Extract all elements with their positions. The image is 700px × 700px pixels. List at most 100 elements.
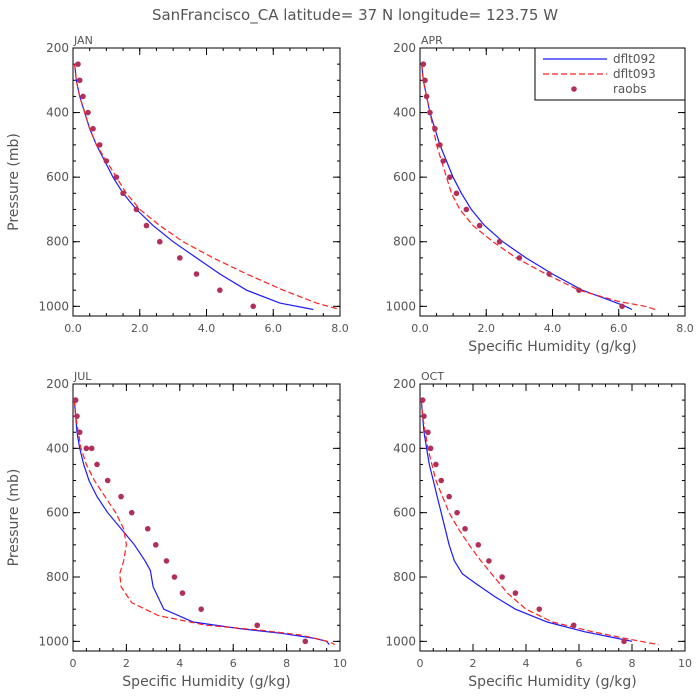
chart-panel-apr: 0.0 2.0 4.0 6.0 8.0 200 400 600 800 1000 APR Specif… [385, 34, 693, 355]
chart-panel-jan: 0.0 2.0 4.0 6.0 8.0 200 400 600 800 1000 JAN Pressu… [6, 34, 349, 335]
y-tick-label: 200 [393, 377, 416, 391]
data-point-raobs [73, 397, 79, 403]
panel-title: JAN [73, 34, 93, 47]
data-point-raobs [128, 509, 135, 516]
data-point-raobs [193, 271, 200, 277]
data-point-raobs [433, 461, 439, 468]
data-point-raobs [546, 271, 552, 277]
panel-title: JUL [73, 370, 92, 383]
legend-marker-raobs [571, 86, 577, 92]
data-point-raobs [144, 525, 151, 532]
y-tick-label: 800 [46, 570, 69, 584]
plot-area [420, 61, 656, 311]
data-point-raobs [499, 574, 505, 580]
y-tick-label: 200 [393, 41, 416, 55]
data-point-raobs [177, 255, 183, 261]
data-point-raobs [163, 558, 170, 564]
y-tick-label: 200 [46, 377, 69, 391]
x-tick-label: 0.0 [411, 322, 429, 335]
data-point-raobs [437, 142, 443, 148]
data-point-raobs [74, 413, 80, 419]
y-tick-label: 1000 [38, 634, 69, 648]
y-tick-label: 200 [46, 41, 69, 55]
y-tick-label: 1000 [38, 299, 69, 313]
series-line-dflt092 [73, 400, 330, 645]
data-point-raobs [85, 109, 91, 116]
chart-panel-jul: 0 2 4 6 8 10 200 400 600 800 1000 JUL Specific Humid… [6, 370, 347, 690]
y-tick-label: 800 [393, 570, 416, 584]
y-tick-label: 400 [46, 106, 69, 120]
legend-box [534, 47, 686, 101]
data-point-raobs [427, 109, 433, 116]
x-tick-label: 2 [123, 657, 130, 670]
data-point-raobs [113, 174, 120, 180]
chart-panel-oct: 0 2 4 6 8 10 200 400 600 800 1000 OCT Specific Humid… [385, 370, 692, 690]
data-point-raobs [516, 255, 523, 261]
x-tick-label: 6.0 [265, 322, 283, 335]
data-point-raobs [621, 638, 627, 645]
panel-title: OCT [421, 370, 444, 383]
x-axis-label: Specific Humidity (g/kg) [468, 339, 636, 355]
data-point-raobs [94, 461, 100, 468]
x-tick-label: 4.0 [544, 322, 562, 335]
data-point-raobs [420, 61, 427, 67]
data-point-raobs [156, 238, 163, 245]
data-point-raobs [496, 238, 503, 245]
data-point-raobs [447, 174, 453, 180]
series-line-dflt093 [73, 400, 336, 646]
x-tick-label: 4 [176, 657, 183, 670]
data-point-raobs [446, 493, 452, 500]
data-point-raobs [198, 606, 204, 612]
data-point-raobs [453, 190, 460, 197]
data-point-raobs [75, 61, 81, 67]
data-point-raobs [438, 477, 445, 484]
data-point-raobs [217, 287, 223, 293]
data-point-raobs [440, 158, 446, 164]
data-point-raobs [422, 77, 428, 84]
data-point-raobs [143, 222, 150, 229]
y-tick-label: 400 [393, 106, 416, 120]
data-point-raobs [104, 477, 111, 484]
chart-panels: 0.0 2.0 4.0 6.0 8.02004006008001000JANPressu… [6, 34, 694, 690]
data-point-raobs [536, 606, 543, 612]
x-tick-label: 4 [523, 657, 530, 670]
legend-label-dflt092: dflt092 [613, 52, 656, 66]
data-point-raobs [420, 397, 426, 403]
series-line-dflt093 [420, 400, 659, 646]
y-tick-label: 1000 [385, 299, 416, 313]
x-tick-label: 8.0 [676, 322, 694, 335]
x-tick-label: 6 [576, 657, 583, 670]
data-point-raobs [462, 525, 468, 532]
data-point-raobs [432, 125, 438, 132]
data-point-raobs [103, 158, 110, 164]
y-tick-label: 600 [46, 170, 69, 184]
data-point-raobs [90, 125, 96, 132]
x-axis-label: Specific Humidity (g/kg) [468, 674, 636, 690]
data-point-raobs [427, 445, 434, 452]
series-line-dflt093 [74, 64, 340, 311]
figure-title: SanFrancisco_CA latitude= 37 N longitude… [152, 6, 558, 25]
data-point-raobs [152, 542, 159, 548]
plot-frame [72, 47, 341, 317]
plot-frame [72, 383, 341, 652]
data-point-raobs [486, 558, 492, 564]
data-point-raobs [475, 542, 482, 548]
plot-area [420, 397, 659, 646]
data-point-raobs [423, 93, 430, 100]
x-tick-label: 0.0 [64, 322, 82, 335]
data-point-raobs [80, 93, 86, 100]
data-point-raobs [88, 445, 95, 452]
data-point-raobs [120, 190, 126, 197]
plot-area [73, 397, 336, 646]
y-tick-label: 600 [393, 170, 416, 184]
x-tick-label: 2.0 [478, 322, 496, 335]
data-point-raobs [454, 509, 460, 516]
plot-frame [419, 383, 686, 652]
y-tick-label: 800 [46, 235, 69, 249]
x-tick-label: 8.0 [331, 322, 349, 335]
data-point-raobs [463, 206, 470, 213]
x-tick-label: 2.0 [131, 322, 149, 335]
x-tick-label: 6.0 [610, 322, 628, 335]
plot-area [74, 61, 340, 311]
data-point-raobs [576, 287, 582, 293]
